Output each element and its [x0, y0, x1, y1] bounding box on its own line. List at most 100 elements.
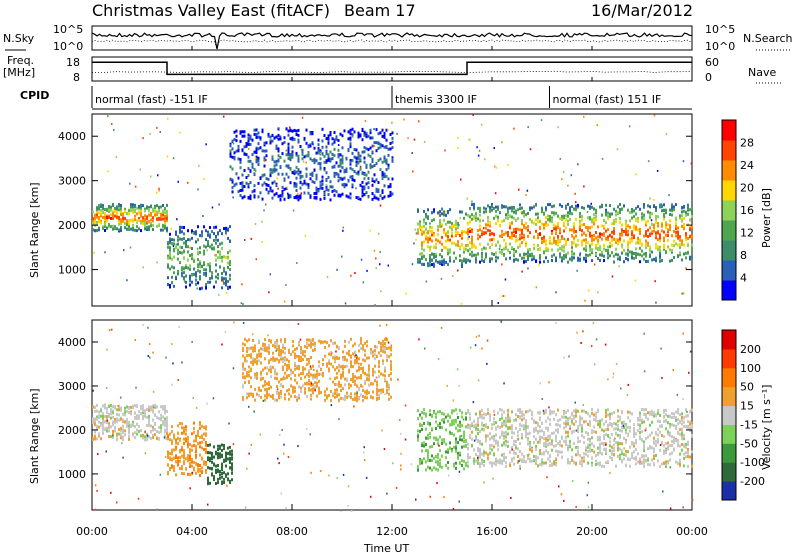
data-cell — [507, 419, 509, 423]
data-cell — [573, 236, 575, 240]
data-cell — [517, 434, 519, 438]
data-cell — [503, 436, 505, 440]
data-cell — [266, 394, 268, 398]
data-cell — [489, 451, 491, 455]
data-cell — [639, 246, 641, 250]
noise-cell — [459, 217, 461, 220]
data-cell — [423, 411, 425, 415]
data-cell — [362, 368, 364, 372]
colorbar-tick-label: 20 — [740, 182, 754, 195]
data-cell — [417, 429, 419, 433]
data-cell — [431, 413, 433, 417]
data-cell — [169, 253, 171, 257]
data-cell — [489, 205, 491, 209]
data-cell — [521, 418, 523, 422]
data-cell — [350, 362, 352, 366]
data-cell — [266, 366, 268, 370]
data-cell — [229, 466, 231, 470]
data-cell — [229, 456, 231, 460]
data-cell — [388, 397, 390, 401]
data-cell — [92, 210, 94, 214]
data-cell — [199, 275, 201, 279]
data-cell — [352, 380, 354, 384]
data-cell — [557, 235, 559, 238]
data-cell — [265, 183, 268, 186]
data-cell — [513, 206, 515, 210]
data-cell — [257, 135, 260, 139]
data-cell — [201, 230, 203, 234]
data-cell — [332, 356, 334, 360]
data-cell — [256, 376, 258, 380]
data-cell — [167, 463, 169, 467]
data-cell — [513, 234, 515, 238]
data-cell — [262, 347, 264, 351]
data-cell — [599, 205, 601, 209]
data-cell — [132, 210, 134, 214]
data-cell — [142, 433, 144, 437]
data-cell — [217, 245, 219, 249]
data-cell — [521, 256, 523, 260]
data-cell — [545, 246, 547, 250]
data-cell — [104, 428, 106, 432]
data-cell — [557, 248, 559, 252]
data-cell — [373, 194, 376, 198]
data-cell — [299, 175, 302, 179]
data-cell — [276, 391, 278, 395]
data-cell — [183, 462, 185, 465]
noise-cell — [413, 242, 415, 245]
data-cell — [447, 448, 449, 452]
data-cell — [122, 216, 124, 220]
data-cell — [365, 135, 368, 139]
data-cell — [511, 205, 513, 209]
data-cell — [503, 238, 505, 242]
noise-cell — [342, 229, 344, 232]
data-cell — [185, 280, 187, 284]
data-cell — [423, 230, 425, 234]
noise-cell — [457, 136, 459, 139]
data-cell — [370, 348, 372, 351]
data-cell — [351, 151, 354, 155]
data-cell — [631, 239, 633, 243]
data-cell — [116, 417, 118, 421]
data-cell — [647, 219, 649, 223]
data-cell — [437, 410, 439, 414]
data-cell — [657, 222, 659, 226]
noise-cell — [525, 255, 527, 257]
data-cell — [519, 410, 521, 414]
data-cell — [445, 232, 447, 235]
data-cell — [649, 245, 651, 249]
data-cell — [390, 367, 392, 371]
data-cell — [326, 394, 328, 398]
data-cell — [223, 481, 225, 484]
data-cell — [331, 185, 334, 189]
data-cell — [372, 373, 374, 377]
data-cell — [164, 206, 166, 210]
data-cell — [355, 171, 358, 175]
data-cell — [427, 245, 429, 249]
data-cell — [330, 362, 332, 366]
data-cell — [256, 392, 258, 396]
data-cell — [337, 148, 340, 152]
data-cell — [389, 194, 392, 197]
data-cell — [277, 147, 280, 151]
data-cell — [461, 445, 463, 449]
data-cell — [475, 245, 477, 249]
data-cell — [683, 252, 685, 256]
data-cell — [256, 371, 258, 375]
data-cell — [601, 205, 603, 209]
data-cell — [177, 272, 179, 276]
data-cell — [100, 437, 102, 441]
data-cell — [363, 160, 366, 164]
data-cell — [219, 229, 221, 233]
data-cell — [166, 421, 168, 425]
data-cell — [519, 207, 521, 211]
data-cell — [329, 133, 332, 137]
data-cell — [306, 363, 308, 367]
data-cell — [521, 410, 523, 414]
data-cell — [348, 353, 350, 357]
data-cell — [296, 365, 298, 369]
data-cell — [237, 176, 240, 180]
data-cell — [677, 255, 679, 258]
data-cell — [274, 398, 276, 402]
data-cell — [417, 437, 419, 441]
